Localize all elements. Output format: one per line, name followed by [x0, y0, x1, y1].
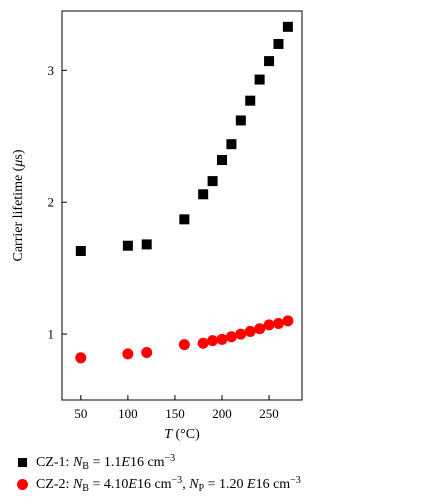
cz2-point	[254, 323, 266, 335]
cz1-point	[217, 155, 227, 166]
legend-item-cz2: CZ-2: NB = 4.10E16 cm−3, NP = 1.20 E16 c…	[12, 474, 301, 494]
cz2-point	[263, 319, 275, 331]
cz1-point	[245, 95, 256, 106]
x-tick-label: 250	[259, 406, 279, 421]
cz1-point	[273, 38, 284, 49]
cz2-point	[75, 352, 87, 364]
legend-label-cz2: CZ-2: NB = 4.10E16 cm−3, NP = 1.20 E16 c…	[36, 474, 301, 494]
y-tick-label: 2	[48, 195, 55, 210]
cz2-point	[244, 325, 256, 337]
cz1-point	[207, 176, 218, 187]
data-points	[75, 21, 294, 364]
legend: CZ-1: NB = 1.1E16 cm−3 CZ-2: NB = 4.10E1…	[12, 452, 301, 496]
cz2-point	[122, 348, 134, 360]
cz1-point	[264, 56, 275, 67]
x-tick-label: 100	[118, 406, 138, 421]
cz1-point	[226, 139, 237, 150]
x-tick-label: 200	[212, 406, 232, 421]
cz2-point	[216, 333, 228, 345]
cz1-point	[122, 240, 133, 251]
square-marker-icon	[18, 457, 27, 467]
cz2-point	[235, 328, 247, 340]
cz2-point	[282, 315, 294, 327]
cz1-point	[282, 21, 293, 32]
cz2-point	[272, 318, 284, 330]
cz1-point	[254, 74, 265, 85]
cz1-point	[141, 239, 152, 250]
x-tick-label: 50	[74, 406, 87, 421]
cz1-point	[198, 189, 209, 200]
y-axis: 1 2 3	[48, 63, 67, 342]
x-axis: 50 100 150 200 250	[74, 395, 279, 421]
chart-canvas: 50 100 150 200 250 1 2 3 Carrier lifetime (μs)…	[11, 10, 303, 442]
circle-marker-icon	[17, 478, 28, 490]
legend-label-cz1: CZ-1: NB = 1.1E16 cm−3	[36, 452, 176, 472]
y-axis-label: Carrier lifetime (μs)	[11, 149, 26, 261]
legend-item-cz1: CZ-1: NB = 1.1E16 cm−3	[12, 452, 301, 472]
x-axis-label: T (°C)	[164, 427, 200, 442]
cz2-point	[207, 335, 219, 347]
cz1-point	[235, 115, 246, 126]
plot-frame	[61, 10, 303, 401]
cz2-point	[178, 339, 190, 351]
cz2-point	[197, 337, 209, 349]
cz2-point	[225, 331, 237, 343]
cz2-point	[141, 347, 153, 359]
cz1-point	[179, 214, 190, 225]
y-tick-label: 3	[48, 63, 55, 78]
cz1-point	[75, 245, 86, 256]
y-tick-label: 1	[48, 327, 55, 342]
x-tick-label: 150	[165, 406, 185, 421]
